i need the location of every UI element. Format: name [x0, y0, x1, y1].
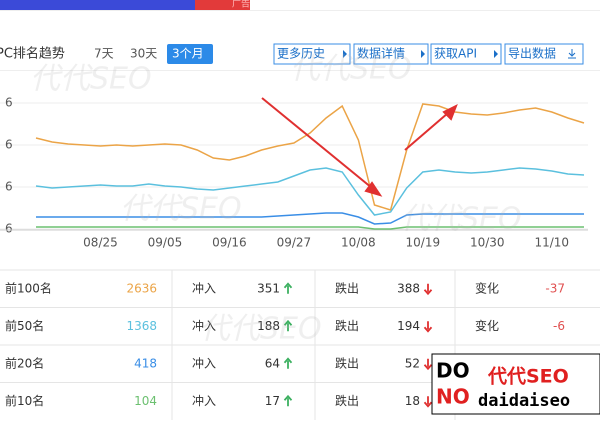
watermark: 代代SEO	[30, 62, 152, 97]
x-tick-label: 10/19	[406, 236, 441, 250]
table-cell: 194	[397, 319, 420, 333]
tab-active[interactable]: 3个月	[172, 47, 204, 61]
y-tick-label: 6	[5, 95, 13, 109]
section-title: PC排名趋势	[0, 46, 65, 62]
table-cell: 前10名	[5, 393, 44, 408]
button[interactable]	[353, 43, 429, 65]
series-line	[36, 212, 584, 225]
table-cell: 前20名	[5, 355, 44, 370]
table-cell: 前100名	[5, 280, 52, 295]
x-tick-label: 09/05	[148, 236, 183, 250]
table-cell: 104	[134, 394, 157, 408]
x-tick-label: 10/30	[470, 236, 505, 250]
table-cell: 冲入	[192, 355, 216, 370]
table-cell: 跌出	[335, 318, 359, 333]
watermark: 代代SEO	[400, 202, 522, 237]
tab-active-bg[interactable]	[167, 44, 213, 64]
banner-blue	[0, 0, 195, 10]
table-cell: 388	[397, 281, 420, 295]
x-tick-label: 10/08	[341, 236, 376, 250]
button[interactable]	[504, 43, 584, 65]
y-tick-label: 6	[5, 137, 13, 151]
watermark: 代代SEO	[290, 52, 412, 87]
down-arrow	[423, 321, 433, 333]
annotation-arrows	[261, 97, 458, 197]
x-tick-label: 08/25	[83, 236, 118, 250]
watermark: 代代SEO	[120, 192, 242, 227]
table-cell: 418	[134, 356, 157, 370]
table-cell: 变化	[475, 280, 499, 295]
button-label[interactable]: 导出数据	[508, 46, 556, 61]
down-arrow	[423, 396, 433, 408]
plot: 6 6 6 6 08/25 09/05 09/16 09/27 10/08 10/19 10/30 1…	[0, 95, 588, 250]
table-cell: 冲入	[192, 280, 216, 295]
table-cell: 52	[405, 356, 420, 370]
button-label[interactable]: 获取API	[434, 47, 477, 61]
up-arrow	[283, 394, 293, 407]
table-cell: 18	[405, 394, 420, 408]
up-arrow	[283, 282, 293, 294]
table-cell: 跌出	[335, 280, 359, 295]
logo: daidaiseo	[478, 391, 570, 411]
button-arrows	[343, 49, 576, 59]
y-tick-label: 6	[5, 179, 13, 193]
down-arrow	[423, 283, 433, 296]
button-label[interactable]: 数据详情	[357, 46, 405, 61]
table-cell: -6	[553, 319, 565, 333]
logo: 代代SEO	[487, 366, 569, 388]
divider	[0, 70, 600, 71]
table-cell: 跌出	[335, 393, 359, 408]
logo: NO	[436, 385, 470, 409]
table-cell: 2636	[126, 281, 157, 295]
y-tick-label: 6	[5, 222, 13, 236]
table-cell: 冲入	[192, 318, 216, 333]
table-cell: 64	[265, 356, 280, 370]
table-cell: 冲入	[192, 393, 216, 408]
up-arrow	[283, 319, 293, 332]
down-arrow	[423, 358, 433, 371]
table-cell: 17	[265, 394, 280, 408]
tab[interactable]: 7天	[94, 47, 114, 61]
table-cell: 351	[257, 281, 280, 295]
banner-red	[195, 0, 250, 10]
x-tick-label: 09/16	[212, 236, 247, 250]
table-cell: 前50名	[5, 318, 44, 333]
series-line	[36, 226, 584, 230]
table-cell: 1368	[126, 319, 157, 333]
logo: DO	[436, 359, 470, 383]
up-arrow	[283, 357, 293, 369]
button[interactable]	[273, 43, 351, 65]
x-tick-label: 09/27	[277, 236, 312, 250]
x-tick-label: 11/10	[534, 236, 569, 250]
ad-label: 广告	[232, 0, 250, 10]
table-cell: 188	[257, 319, 280, 333]
table-cell: 跌出	[335, 355, 359, 370]
series-line	[35, 103, 585, 211]
button-label[interactable]: 更多历史	[277, 47, 325, 61]
watermark: 代代SEO	[200, 312, 322, 347]
tab[interactable]: 30天	[130, 47, 157, 61]
table-cell: 变化	[475, 318, 499, 333]
series-line	[35, 167, 585, 216]
button[interactable]	[430, 43, 502, 65]
table-cell: -37	[545, 281, 565, 295]
divider	[0, 10, 600, 11]
watermarks: 代代SEO 代代SEO 代代SEO 代代SEO 代代SEO	[30, 52, 522, 347]
logo-box	[431, 353, 600, 415]
